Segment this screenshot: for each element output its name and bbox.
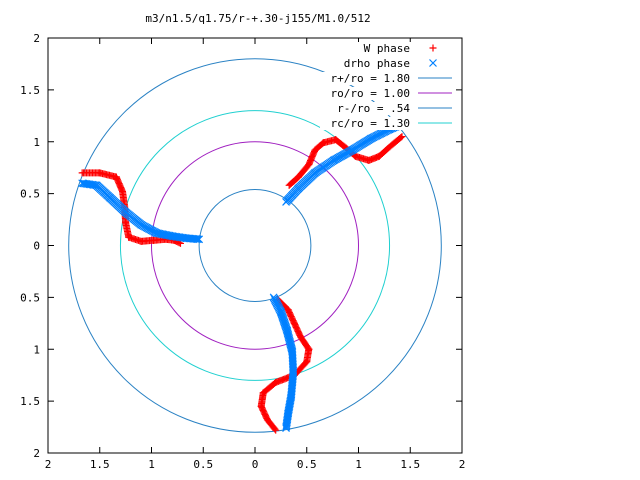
y-tick-label: 1: [33, 136, 40, 149]
plot-frame: [47, 37, 463, 454]
y-tick-label: 1: [33, 343, 40, 356]
legend-entry: drho phase: [320, 57, 437, 70]
chart-title: m3/n1.5/q1.75/r-+.30-j155/M1.0/512: [145, 12, 370, 25]
circle-rc-ro: [119, 110, 391, 381]
legend-label: W phase: [364, 42, 410, 55]
legend-entry: r-/ro = .54: [320, 102, 452, 115]
x-tick-label: 2: [45, 458, 52, 471]
reference-circles: [68, 58, 442, 433]
legend-marker-swatch: [429, 59, 437, 67]
y-tick-label: 0.5: [20, 188, 40, 201]
circle-r-ro: [68, 58, 442, 433]
data-series: [78, 120, 406, 434]
legend-entry: ro/ro = 1.00: [320, 87, 452, 100]
w-phase-arm-1: [285, 133, 406, 189]
y-tick-label: 1.5: [20, 395, 40, 408]
y-tick-label: 0: [33, 240, 40, 253]
x-tick-label: 1: [355, 458, 362, 471]
legend-entry: r+/ro = 1.80: [320, 72, 452, 85]
x-tick-label: 2: [459, 458, 466, 471]
legend-label: drho phase: [344, 57, 410, 70]
x-tick-label: 0.5: [297, 458, 317, 471]
w-phase-arm-3: [257, 295, 313, 434]
x-tick-label: 0.5: [193, 458, 213, 471]
drho-phase-arm-2: [78, 179, 204, 244]
x-tick-label: 1.5: [90, 458, 110, 471]
legend-marker-swatch: [429, 44, 437, 52]
axis-ticks: 2 1.5 1 0.5 0 0.5 1 1.5 221.510.500.511.52: [20, 32, 465, 471]
legend-label: ro/ro = 1.00: [331, 87, 410, 100]
x-tick-label: 0: [252, 458, 259, 471]
drho-phase-arm-3: [269, 293, 298, 433]
legend-entry: W phase: [320, 42, 437, 55]
legend-label: r+/ro = 1.80: [331, 72, 410, 85]
legend-entry: rc/ro = 1.30: [320, 117, 452, 130]
legend-label: r-/ro = .54: [337, 102, 410, 115]
y-tick-label: 2: [33, 447, 40, 460]
y-tick-label: 2: [33, 32, 40, 45]
circle-ro-ro: [151, 141, 359, 350]
legend-label: rc/ro = 1.30: [331, 117, 410, 130]
x-tick-label: 1.5: [400, 458, 420, 471]
y-tick-label: 0.5: [20, 291, 40, 304]
x-tick-label: 1: [148, 458, 155, 471]
y-tick-label: 1.5: [20, 84, 40, 97]
circle-r-ro: [198, 188, 312, 303]
legend: W phase drho phase r+/ro = 1.80 ro/ro = 1.0…: [320, 42, 452, 130]
